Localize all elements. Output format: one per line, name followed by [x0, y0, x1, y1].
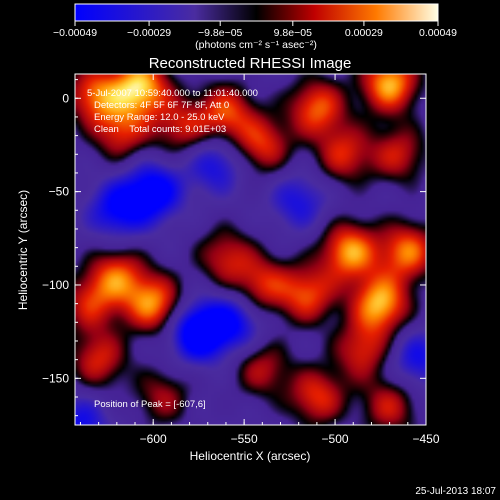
- colorbar-tick-label: 0.00029: [345, 27, 383, 39]
- colorbar-tick-label: −0.00029: [127, 27, 171, 39]
- x-tick-label: −450: [412, 432, 439, 446]
- annotation-time-range: 5-Jul-2007 10:59:40.000 to 11:01:40.000: [87, 88, 258, 99]
- x-tick-label: −600: [140, 432, 167, 446]
- x-axis-ticks: −600 −550 −500 −450: [79, 74, 440, 446]
- annotation-detectors: Detectors: 4F 5F 6F 7F 8F, Att 0: [94, 100, 229, 111]
- colorbar-tick-label: −0.00049: [53, 27, 97, 39]
- x-tick-label: −550: [231, 432, 258, 446]
- x-axis-label: Heliocentric X (arcsec): [190, 449, 311, 463]
- plot-frame: [74, 73, 427, 426]
- colorbar-tick-label: 0.00049: [419, 27, 457, 39]
- colorbar: [74, 3, 439, 22]
- colorbar-tick-label: 9.8e−05: [274, 27, 312, 39]
- annotation-energy-range: Energy Range: 12.0 - 25.0 keV: [94, 112, 225, 123]
- annotation-peak-position: Position of Peak = [-607,6]: [94, 399, 206, 410]
- y-tick-label: 0: [62, 91, 69, 105]
- colorbar-unit-label: (photons cm⁻² s⁻¹ asec⁻²): [195, 39, 317, 51]
- y-axis-label: Heliocentric Y (arcsec): [16, 190, 30, 310]
- annotation-clean-counts: Clean Total counts: 9.01E+03: [94, 124, 226, 135]
- y-axis-ticks: 0 −50 −100 −150: [42, 79, 426, 417]
- colorbar-ticks: −0.00049 −0.00029 −9.8e−05 9.8e−05 0.00029 0.…: [53, 21, 457, 39]
- colorbar-tick-label: −9.8e−05: [198, 27, 243, 39]
- y-tick-label: −150: [42, 371, 69, 385]
- x-tick-label: −500: [322, 432, 349, 446]
- y-tick-label: −100: [42, 278, 69, 292]
- y-tick-label: −50: [49, 185, 70, 199]
- footer-timestamp: 25-Jul-2013 18:07: [415, 486, 496, 497]
- chart-title: Reconstructed RHESSI Image: [149, 55, 352, 72]
- heatmap-image: [75, 74, 426, 425]
